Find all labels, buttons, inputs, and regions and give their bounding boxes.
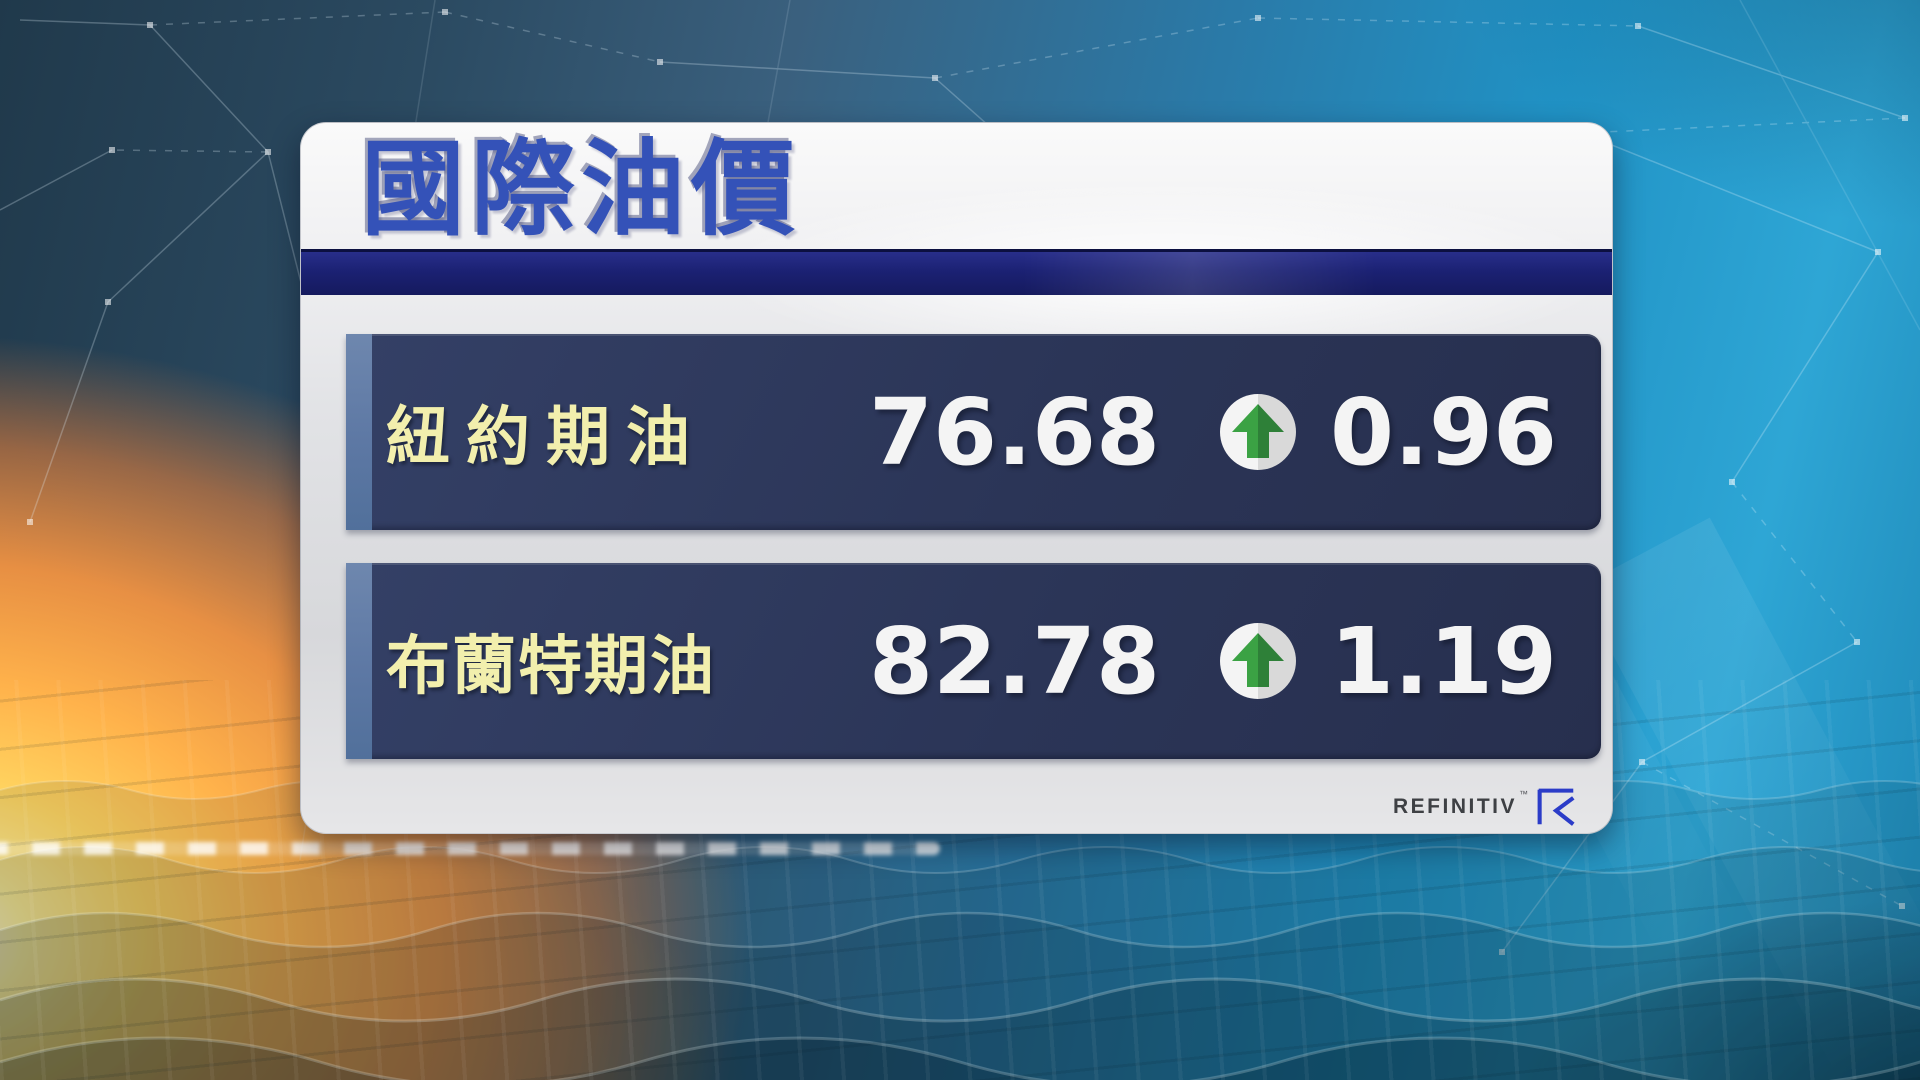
price-value: 82.78 — [830, 608, 1160, 715]
arrow-up-circle-icon — [1218, 392, 1298, 472]
price-row-brent: 布蘭特期油 82.78 1.19 — [346, 563, 1601, 759]
instrument-label: 布蘭特期油 — [386, 615, 716, 707]
refinitiv-wordmark: REFINITIV — [1393, 795, 1517, 819]
instrument-label: 紐約期油 — [386, 386, 706, 478]
title-underline-bar — [301, 249, 1612, 295]
change-value: 1.19 — [1330, 608, 1557, 715]
arrow-up-circle-icon — [1218, 621, 1298, 701]
trademark-symbol: ™ — [1519, 789, 1528, 799]
light-glint-strip — [0, 842, 940, 855]
board-title: 國際油價 — [361, 133, 801, 247]
refinitiv-logo: REFINITIV ™ — [1393, 787, 1576, 827]
refinitiv-mark-icon — [1536, 787, 1576, 827]
row-accent-strip — [346, 334, 372, 530]
price-value: 76.68 — [830, 379, 1160, 486]
price-row-nymex: 紐約期油 76.68 0.96 — [346, 334, 1601, 530]
oil-price-board: 國際油價 紐約期油 76.68 0.96 布蘭特期油 82.78 — [300, 122, 1613, 834]
change-value: 0.96 — [1330, 379, 1557, 486]
row-accent-strip — [346, 563, 372, 759]
